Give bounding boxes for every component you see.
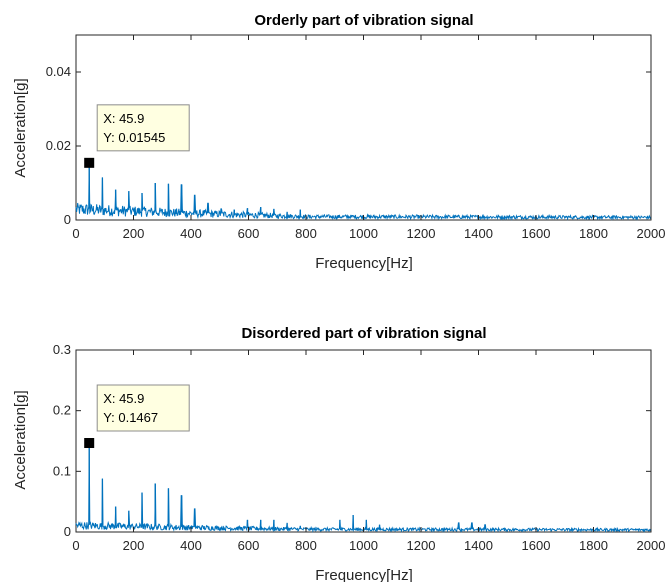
y-axis-label: Acceleration[g] xyxy=(12,390,29,489)
chart-disordered: Disordered part of vibration signal Freq… xyxy=(12,325,665,582)
chart-title: Disordered part of vibration signal xyxy=(241,325,486,342)
x-tick-label: 1000 xyxy=(349,226,378,241)
x-tick-label: 1600 xyxy=(522,226,551,241)
y-tick-label: 0.3 xyxy=(53,342,71,357)
x-tick-label: 1400 xyxy=(464,226,493,241)
x-tick-label: 600 xyxy=(238,538,260,553)
x-tick-label: 1600 xyxy=(522,538,551,553)
x-tick-label: 1800 xyxy=(579,226,608,241)
chart-title: Orderly part of vibration signal xyxy=(254,12,473,29)
x-tick-label: 200 xyxy=(123,538,145,553)
x-tick-label: 1400 xyxy=(464,538,493,553)
datatip-y-label: Y: 0.01545 xyxy=(103,130,165,145)
datatip-y-label: Y: 0.1467 xyxy=(103,410,158,425)
x-tick-label: 600 xyxy=(238,226,260,241)
x-tick-label: 0 xyxy=(72,538,79,553)
datatip-x-label: X: 45.9 xyxy=(103,111,144,126)
x-tick-label: 1800 xyxy=(579,538,608,553)
plot-area xyxy=(75,349,652,533)
y-tick-label: 0.1 xyxy=(53,463,71,478)
x-tick-label: 0 xyxy=(72,226,79,241)
x-tick-label: 800 xyxy=(295,226,317,241)
datatip-marker[interactable] xyxy=(84,157,95,168)
datatip-marker[interactable] xyxy=(84,438,95,449)
x-axis-label: Frequency[Hz] xyxy=(315,567,413,582)
y-tick-label: 0 xyxy=(64,212,71,227)
chart-orderly: Orderly part of vibration signal Frequen… xyxy=(12,12,665,272)
datatip-box[interactable] xyxy=(96,384,190,432)
x-tick-label: 400 xyxy=(180,226,202,241)
x-axis-label: Frequency[Hz] xyxy=(315,255,413,272)
datatip-box[interactable] xyxy=(96,104,190,152)
x-tick-label: 1200 xyxy=(407,538,436,553)
x-tick-label: 200 xyxy=(123,226,145,241)
x-tick-label: 2000 xyxy=(637,226,666,241)
x-tick-label: 2000 xyxy=(637,538,666,553)
y-tick-label: 0.2 xyxy=(53,403,71,418)
y-tick-label: 0 xyxy=(64,524,71,539)
x-tick-label: 1200 xyxy=(407,226,436,241)
y-tick-label: 0.04 xyxy=(46,64,71,79)
x-tick-label: 400 xyxy=(180,538,202,553)
x-tick-label: 800 xyxy=(295,538,317,553)
y-tick-label: 0.02 xyxy=(46,138,71,153)
y-axis-label: Acceleration[g] xyxy=(12,78,29,177)
datatip-x-label: X: 45.9 xyxy=(103,391,144,406)
x-tick-label: 1000 xyxy=(349,538,378,553)
